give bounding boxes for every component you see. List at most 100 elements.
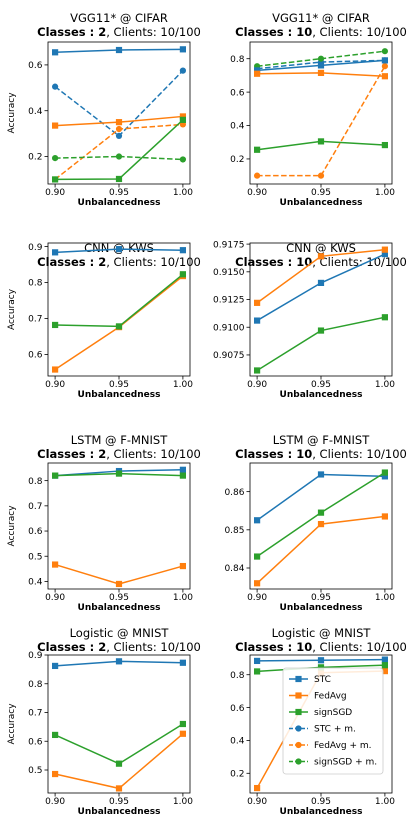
legend-label: FedAvg + m. <box>314 741 372 751</box>
data-point-fedavg <box>317 253 325 260</box>
chart-subtitle: Classes : 10, Clients: 10/100 <box>235 255 407 269</box>
data-point-fedavg <box>254 580 261 587</box>
data-point-fedavg <box>254 784 261 792</box>
series-signsgd-plus-m <box>254 48 388 70</box>
series-line-fedavg-plus-m <box>54 123 183 181</box>
series-stc <box>52 246 186 256</box>
data-point-signsgd <box>381 469 388 476</box>
series-line-signsgd <box>55 273 184 328</box>
legend-marker <box>295 725 302 732</box>
data-point-fedavg-plus-m <box>115 125 123 133</box>
data-point-fedavg-plus-m <box>317 172 325 179</box>
y-tick-label: 0.7 <box>28 502 42 512</box>
series-stc <box>254 250 388 324</box>
x-tick-label: 0.95 <box>311 593 331 603</box>
series-signsgd <box>254 314 388 374</box>
data-point-fedavg <box>115 785 123 792</box>
data-point-stc <box>254 67 261 74</box>
legend-item-fedavg: FedAvg <box>289 692 347 702</box>
data-point-signsgd <box>115 760 123 767</box>
y-tick-label: 0.9100 <box>213 323 245 333</box>
legend-marker <box>295 692 302 699</box>
y-tick-label: 0.4 <box>230 737 245 747</box>
series-signsgd <box>254 469 388 560</box>
x-tick-label: 1.00 <box>173 797 193 807</box>
series-stc <box>254 656 388 665</box>
data-point-fedavg <box>52 770 59 778</box>
chart-subtitle: Classes : 10, Clients: 10/100 <box>235 640 407 654</box>
y-tick-label: 0.6 <box>28 527 43 537</box>
data-point-signsgd <box>317 664 325 671</box>
legend-label: STC + m. <box>314 725 356 735</box>
series-signsgd <box>52 470 186 479</box>
data-point-signsgd-plus-m <box>52 155 59 162</box>
data-point-stc <box>52 249 59 256</box>
series-line-fedavg-plus-m <box>257 65 386 177</box>
y-tick-label: 0.8 <box>230 55 245 65</box>
chart-subtitle: Classes : 2, Clients: 10/100 <box>37 447 201 461</box>
y-tick-label: 0.84 <box>224 564 244 574</box>
chart-title: Logistic @ MNIST <box>70 626 170 640</box>
data-point-stc <box>254 657 261 665</box>
data-point-fedavg <box>381 246 388 253</box>
y-tick-label: 0.7 <box>28 709 42 719</box>
series-signsgd-plus-m <box>52 153 186 163</box>
chart-subtitle: Classes : 2, Clients: 10/100 <box>37 25 201 39</box>
legend-item-signsgd: signSGD <box>289 708 352 718</box>
y-tick-label: 0.4 <box>230 122 245 132</box>
chart-title: LSTM @ F-MNIST <box>71 433 168 447</box>
x-axis-label: Unbalancedness <box>78 390 161 400</box>
data-point-fedavg <box>52 366 59 373</box>
data-point-signsgd <box>317 509 325 516</box>
chart-subtitle: Classes : 10, Clients: 10/100 <box>235 25 407 39</box>
y-axis-label: Accuracy <box>7 92 17 134</box>
series-signsgd <box>52 720 186 767</box>
data-point-stc <box>317 657 325 664</box>
data-point-signsgd-plus-m <box>179 156 186 163</box>
y-tick-label: 0.8 <box>230 671 245 681</box>
x-tick-label: 0.95 <box>109 593 129 603</box>
data-point-stc <box>115 46 123 54</box>
y-tick-label: 0.2 <box>230 155 244 165</box>
data-point-signsgd <box>254 367 261 374</box>
y-tick-label: 0.9 <box>28 243 43 253</box>
data-point-signsgd <box>381 662 388 669</box>
series-stc-plus-m <box>52 67 186 140</box>
series-signsgd <box>254 138 388 153</box>
data-point-stc-plus-m <box>179 67 186 74</box>
data-point-signsgd <box>179 271 186 278</box>
chart-title: LSTM @ F-MNIST <box>273 433 370 447</box>
data-point-fedavg <box>115 580 123 588</box>
data-point-stc <box>381 656 388 663</box>
series-fedavg <box>52 561 186 588</box>
data-point-fedavg <box>254 299 261 306</box>
legend-marker <box>295 741 302 749</box>
data-point-stc <box>381 250 388 258</box>
x-tick-label: 0.90 <box>247 593 267 603</box>
y-tick-label: 0.9075 <box>213 351 245 361</box>
x-tick-label: 1.00 <box>173 593 193 603</box>
y-tick-label: 0.86 <box>224 488 244 498</box>
chart-subtitle: Classes : 10, Clients: 10/100 <box>235 447 407 461</box>
legend-marker <box>295 758 302 765</box>
x-tick-label: 0.95 <box>311 188 331 198</box>
axes-frame <box>47 654 191 794</box>
y-tick-label: 0.6 <box>230 88 245 98</box>
data-point-stc <box>254 317 261 324</box>
x-tick-label: 0.90 <box>45 380 65 390</box>
legend-item-fedavg-plus-m: FedAvg + m. <box>289 741 372 751</box>
data-point-stc <box>254 517 261 524</box>
x-tick-label: 0.95 <box>109 188 129 198</box>
y-tick-label: 0.6 <box>230 704 245 714</box>
y-tick-label: 0.8 <box>28 279 43 289</box>
data-point-stc <box>317 471 325 478</box>
chart-title: Logistic @ MNIST <box>272 626 372 640</box>
x-tick-label: 1.00 <box>173 188 193 198</box>
data-point-signsgd <box>254 146 261 153</box>
x-axis-label: Unbalancedness <box>280 603 363 613</box>
data-point-stc-plus-m <box>52 83 59 90</box>
